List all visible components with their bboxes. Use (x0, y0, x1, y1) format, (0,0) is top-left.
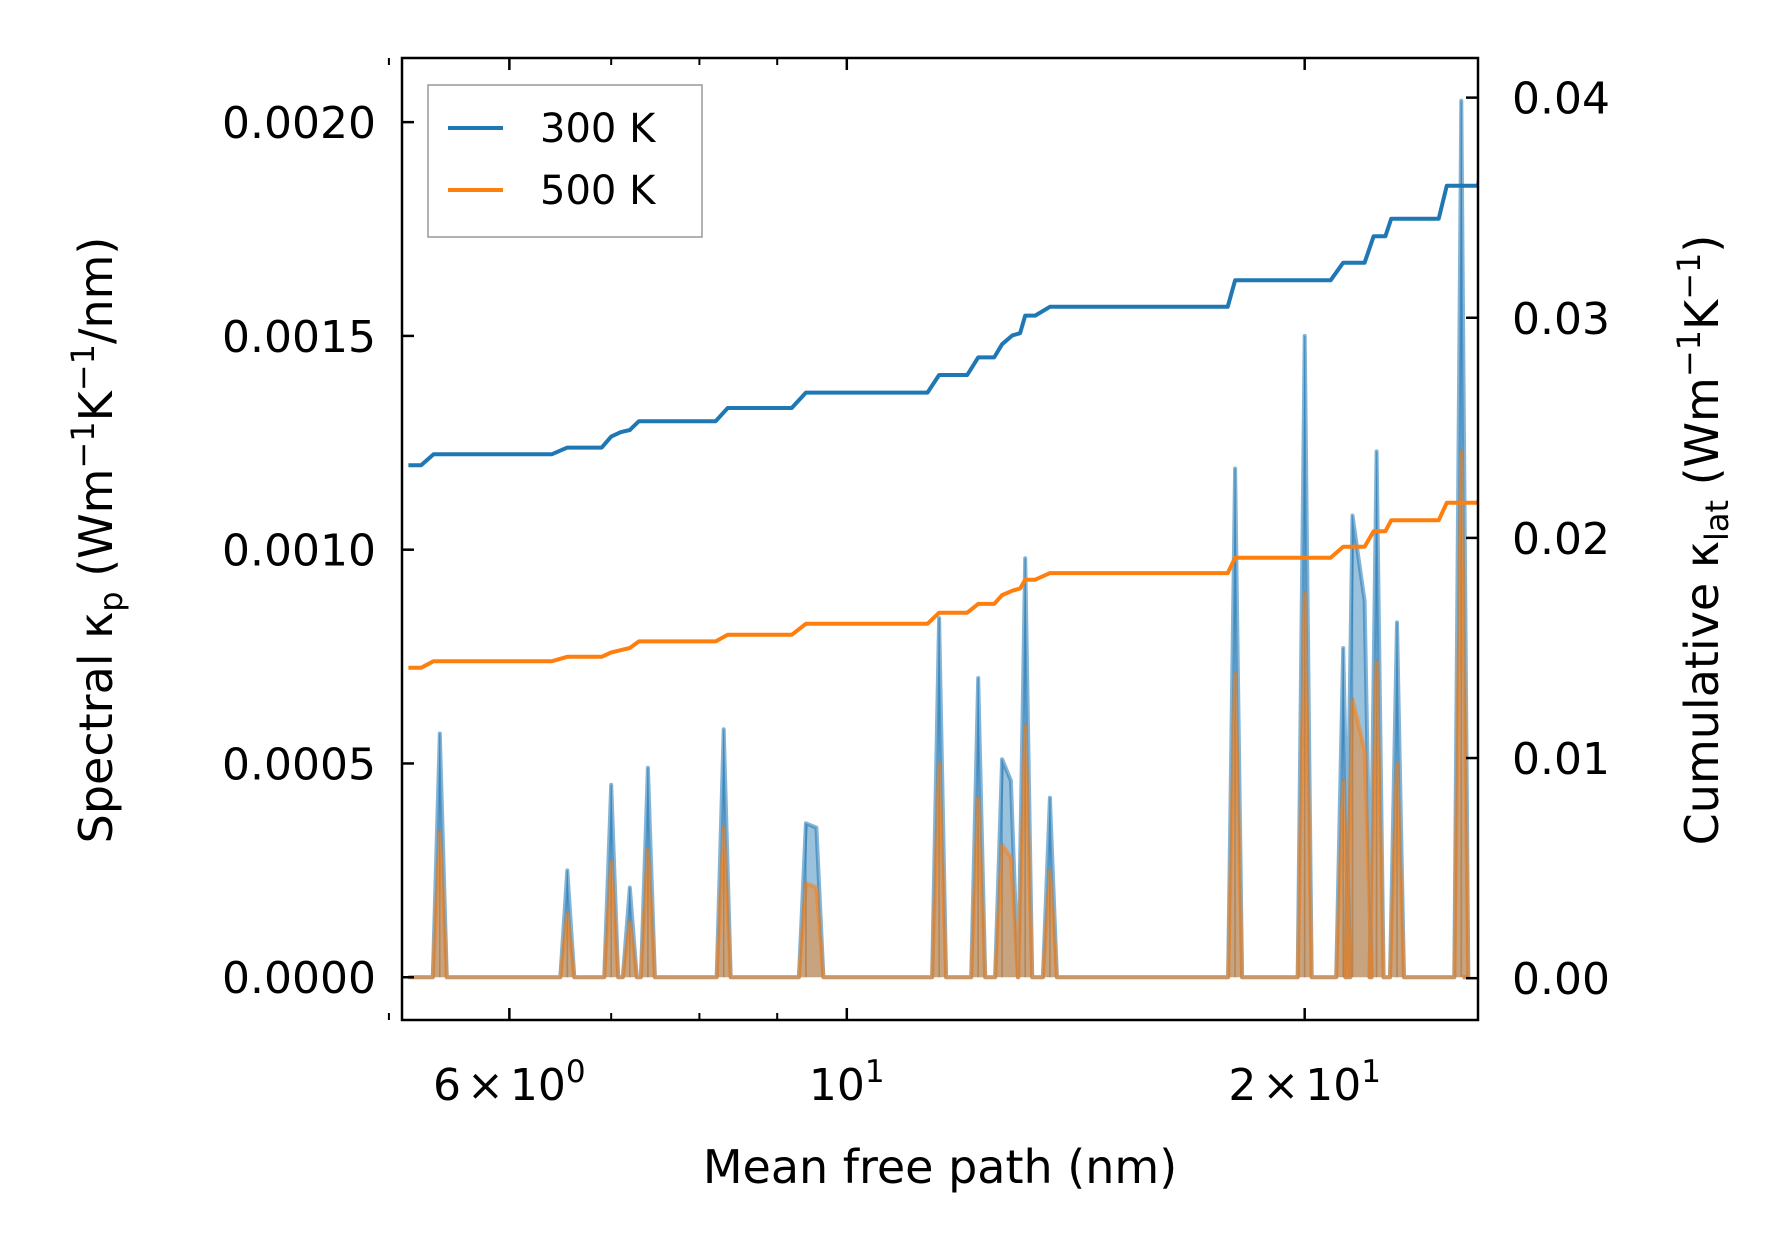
y-left-tick-label-2: 0.0010 (222, 526, 376, 577)
x-axis-label: Mean free path (nm) (703, 1140, 1177, 1194)
y-left-tick-label-0: 0.0000 (222, 953, 376, 1004)
y-right-tick-label-0: 0.00 (1512, 954, 1610, 1005)
y-right-tick-label-3: 0.03 (1512, 294, 1610, 345)
y-right-tick-label-4: 0.04 (1512, 74, 1610, 125)
y-left-tick-label-1: 0.0005 (222, 739, 376, 790)
cumulative-line-500k (408, 495, 1478, 670)
legend-box (427, 84, 703, 238)
x-tick-label-1: 101 (809, 1054, 885, 1111)
axis-ticks: 0.0000 0.0005 0.0010 0.0015 0.0020 0.00 0.01 0.… (222, 58, 1610, 1111)
spectral-line-500k (408, 449, 1471, 980)
y-axis-left-label: Spectral κp (Wm−1K−1/nm) (64, 237, 130, 844)
y-left-tick-label-3: 0.0015 (222, 312, 376, 363)
y-right-tick-label-1: 0.01 (1512, 734, 1610, 785)
legend-label-300k: 300 K (540, 106, 657, 152)
y-left-tick-label-4: 0.0020 (222, 98, 376, 149)
spectral-peaks (408, 98, 1471, 980)
y-axis-right-label: Cumulative κlat (Wm−1K−1) (1670, 235, 1736, 846)
legend-label-500k: 500 K (540, 168, 657, 214)
legend: 300 K 500 K (427, 84, 703, 238)
y-right-tick-label-2: 0.02 (1512, 514, 1610, 565)
svg-text:Spectral κp (Wm−1K−1/nm): Spectral κp (Wm−1K−1/nm) (64, 237, 130, 844)
spectral-fill-500k (408, 451, 1469, 978)
cumulative-line-300k (408, 173, 1478, 468)
svg-text:Cumulative κlat (Wm−1K−1): Cumulative κlat (Wm−1K−1) (1670, 235, 1736, 846)
x-tick-label-2: 2 × 101 (1228, 1054, 1381, 1111)
cumulative-curves (408, 173, 1478, 670)
x-tick-label-0: 6 × 100 (433, 1054, 586, 1111)
